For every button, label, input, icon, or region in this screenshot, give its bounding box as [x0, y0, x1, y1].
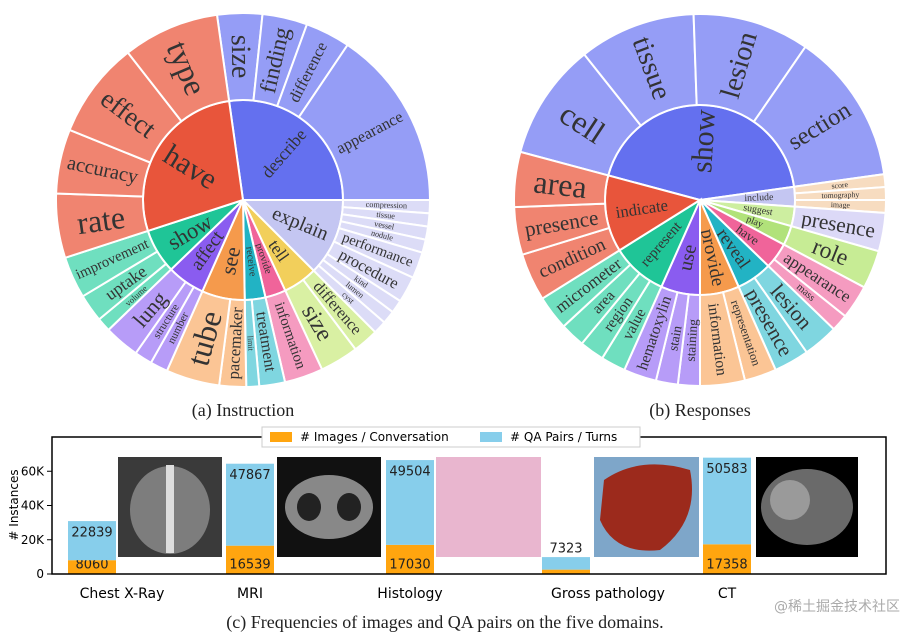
wedge-label: tomography — [821, 190, 859, 200]
x-tick-label: Chest X-Ray — [80, 586, 165, 602]
legend-box — [261, 426, 641, 448]
specimen — [600, 464, 692, 551]
legend-label: # QA Pairs / Turns — [510, 430, 617, 444]
value-label: 16539 — [229, 558, 270, 573]
bar — [386, 544, 434, 574]
legend-label: # Images / Conversation — [300, 430, 449, 444]
wedge-label: size — [225, 34, 257, 78]
caption: (b) Responses — [649, 400, 751, 421]
wedge-label: stain — [665, 324, 684, 352]
value-label: 7323 — [549, 542, 582, 557]
caption: (c) Frequencies of images and QA pairs o… — [226, 612, 663, 633]
bar — [386, 460, 434, 545]
wedge-label: tissue — [376, 210, 396, 221]
x-tick-label: CT — [718, 586, 737, 602]
wedge-label: vessel — [374, 219, 396, 232]
y-axis-label: # Instances — [7, 469, 21, 540]
outer-wedge — [126, 13, 231, 123]
x-tick-label: Histology — [377, 586, 442, 602]
y-tick-label: 40K — [21, 499, 45, 513]
bar — [68, 560, 116, 574]
value-label: 50583 — [706, 462, 747, 477]
ct-liver — [770, 480, 810, 520]
bar — [226, 545, 274, 574]
bar — [68, 521, 116, 561]
legend-swatch — [270, 432, 292, 442]
x-tick-label: MRI — [237, 586, 263, 602]
wedge-label: pacemaker — [224, 306, 247, 380]
wedge-label: rate — [75, 199, 127, 241]
wedge-label: limit — [246, 336, 256, 352]
wedge-label: staining — [683, 318, 701, 362]
y-tick-label: 20K — [21, 533, 45, 547]
value-label: 22839 — [71, 526, 112, 541]
y-tick-label: 60K — [21, 464, 45, 478]
mri-detail — [337, 493, 361, 521]
y-tick-label: 0 — [36, 567, 44, 581]
x-tick-label: Gross pathology — [551, 586, 665, 602]
mri-body — [285, 475, 373, 539]
outer-wedge — [297, 43, 432, 201]
mri-detail — [297, 493, 321, 521]
wedge-label: include — [744, 192, 774, 204]
bar — [542, 569, 590, 574]
outer-wedge — [513, 150, 610, 209]
value-label: 47867 — [229, 468, 270, 483]
wedge-label: score — [831, 180, 849, 191]
histology-image — [436, 457, 541, 557]
spine — [166, 465, 174, 553]
photos — [118, 457, 858, 557]
bar — [703, 544, 751, 574]
bar — [226, 463, 274, 546]
wedge-label: image — [831, 200, 851, 210]
value-label: 17358 — [706, 558, 747, 573]
caption: (a) Instruction — [192, 400, 294, 421]
value-label: 17030 — [389, 558, 430, 573]
wedge-label: area — [532, 163, 589, 205]
wedge-label: receive — [243, 246, 258, 277]
legend-swatch — [480, 432, 502, 442]
value-label: 49504 — [389, 465, 430, 480]
wedge-label: compression — [366, 200, 408, 210]
bar — [703, 457, 751, 545]
wedge-label: show — [685, 108, 722, 174]
watermark: @稀土掘金技术社区 — [774, 599, 900, 615]
value-label: 8060 — [75, 558, 108, 573]
bar — [542, 557, 590, 570]
